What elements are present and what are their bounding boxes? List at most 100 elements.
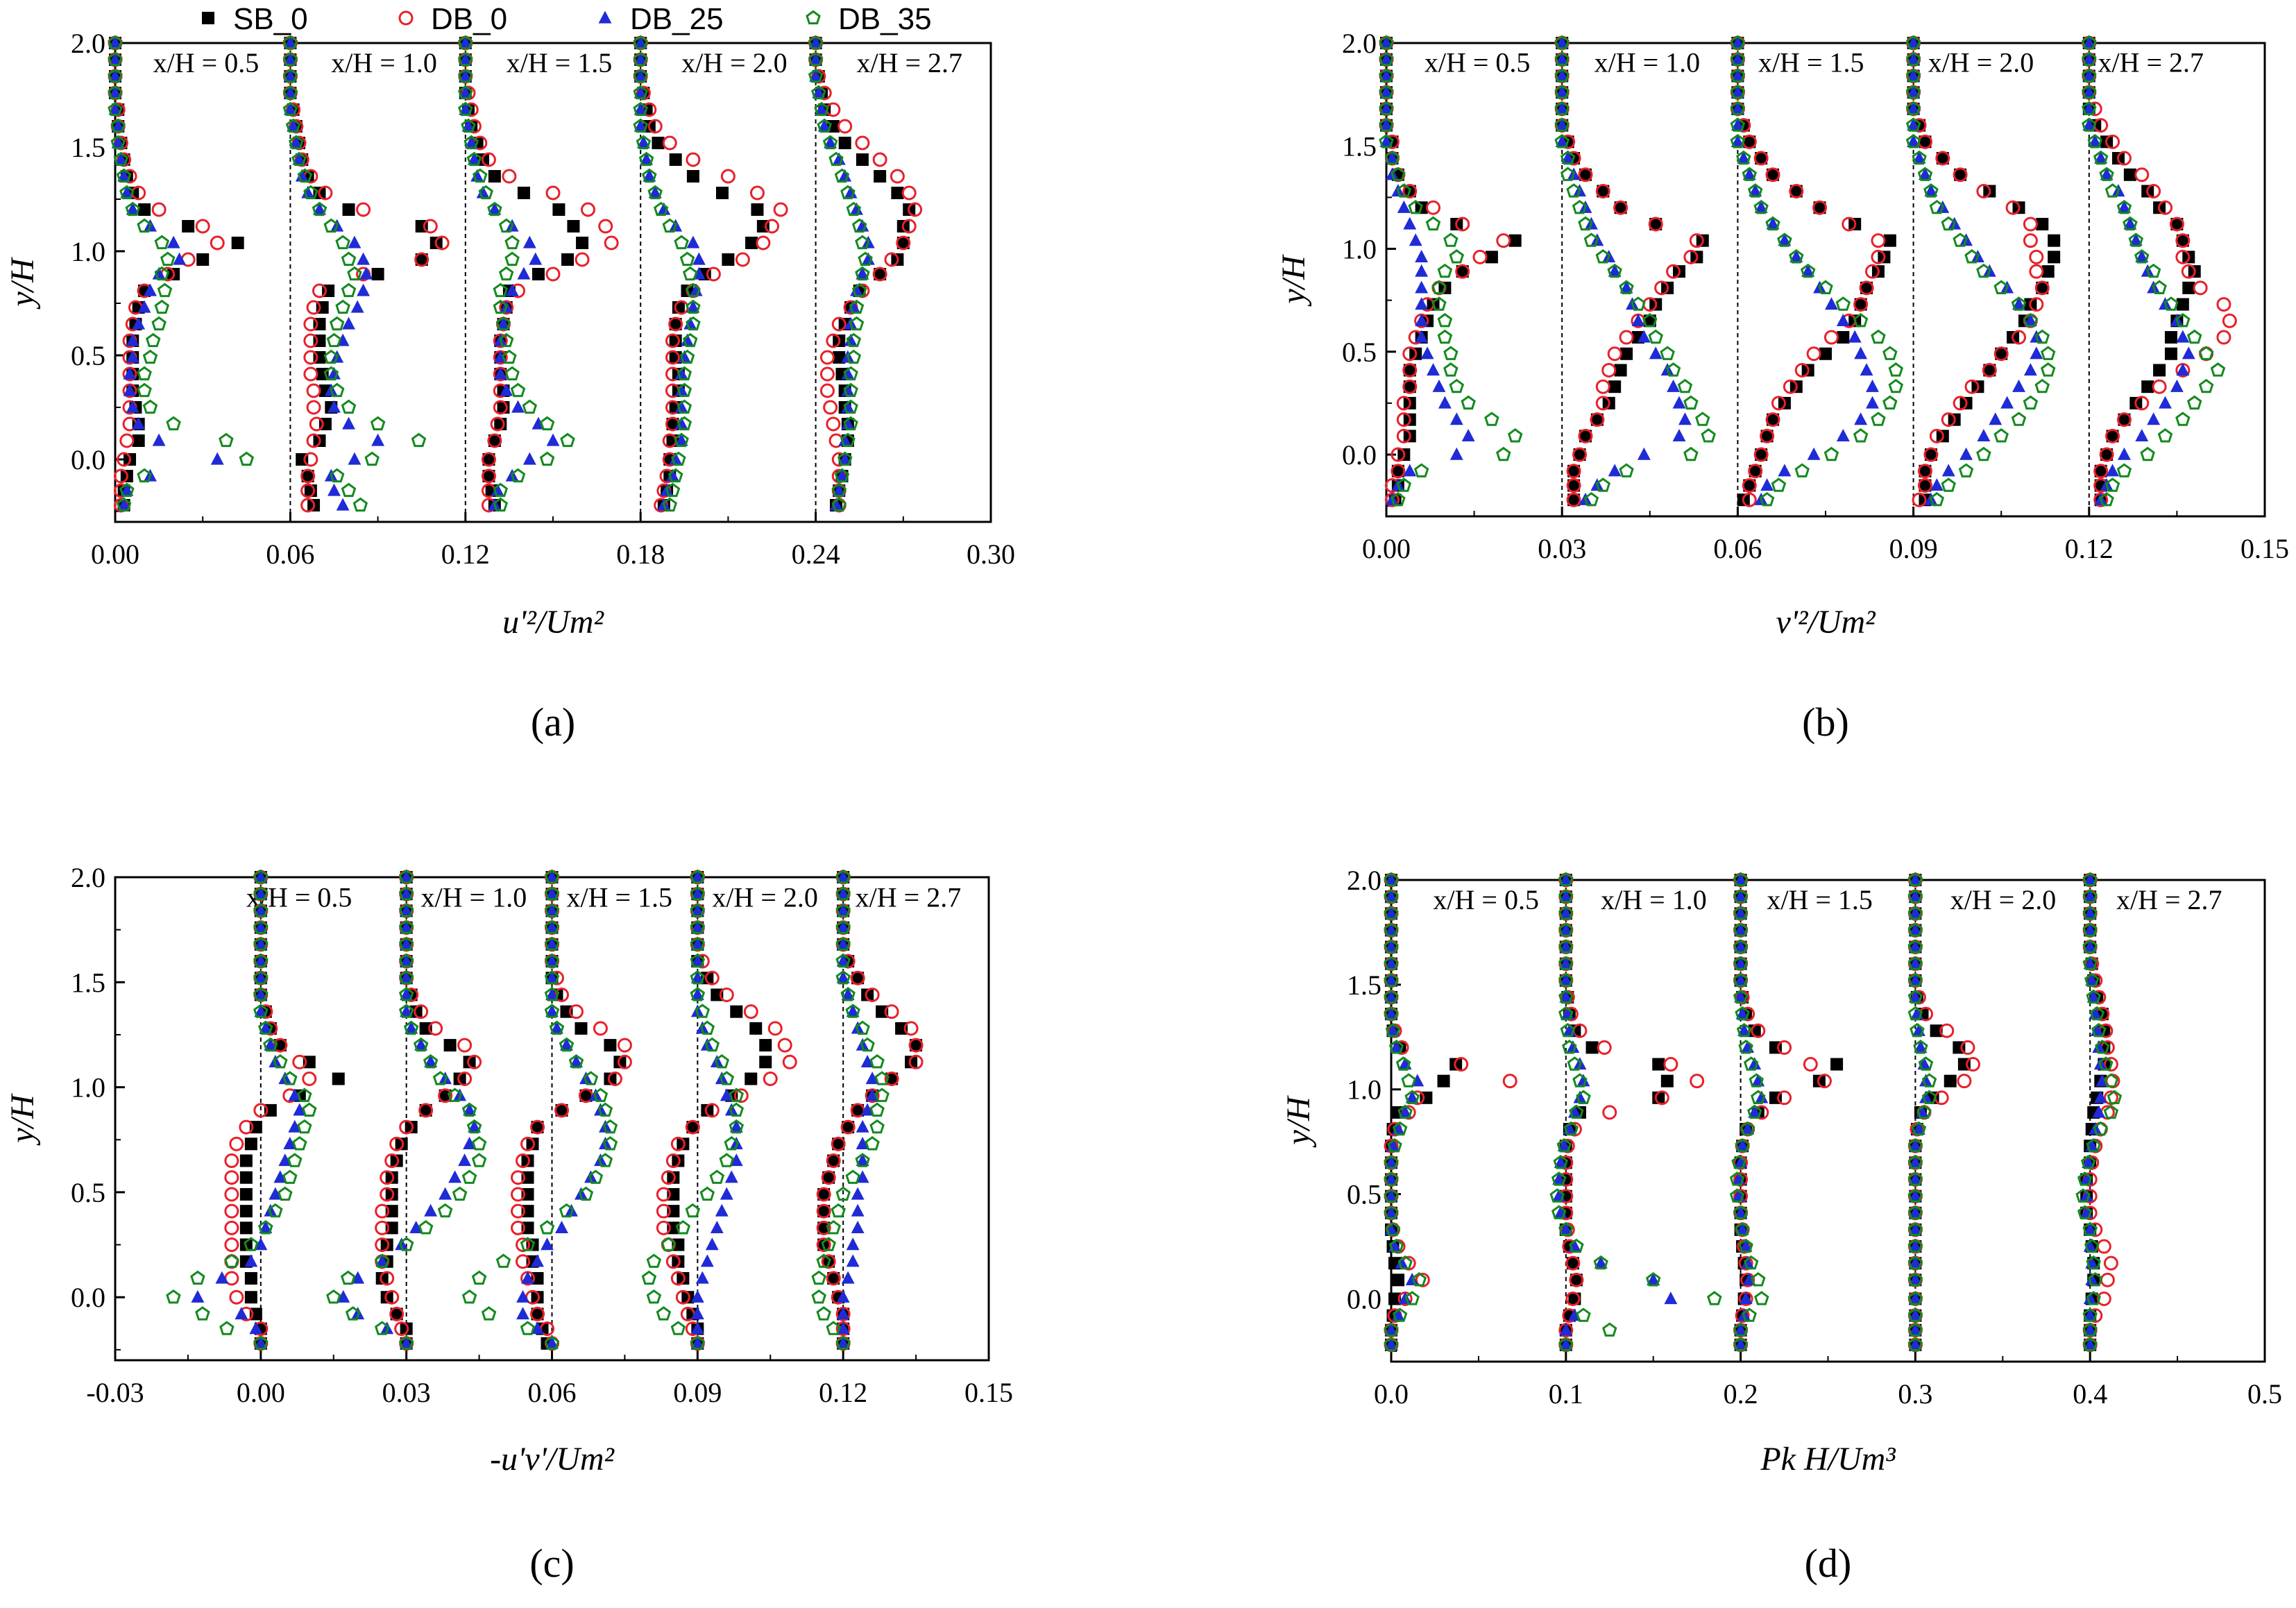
- marker-db_0: [389, 1136, 405, 1151]
- marker-db_35: [2040, 346, 2056, 360]
- marker-db_25: [2117, 447, 2131, 460]
- marker-db_35: [1660, 346, 1675, 360]
- marker-sb_0: [1919, 479, 1932, 492]
- marker-db_25: [729, 1153, 743, 1167]
- marker-db_25: [1384, 1323, 1398, 1336]
- marker-sb_0: [905, 1056, 918, 1069]
- y-tick-label: 0.0: [71, 444, 105, 475]
- marker-db_35: [370, 416, 386, 431]
- marker-db_25: [301, 185, 315, 198]
- marker-db_25: [1908, 990, 1922, 1003]
- marker-db_35: [2152, 280, 2167, 294]
- marker-db_35: [447, 1087, 463, 1102]
- marker-db_35: [1905, 51, 1921, 66]
- marker-db_0: [545, 266, 561, 282]
- marker-db_25: [809, 69, 823, 82]
- marker-db_0: [312, 283, 327, 298]
- marker-db_35: [1404, 1291, 1420, 1305]
- marker-db_0: [1748, 464, 1763, 479]
- marker-db_25: [529, 252, 543, 265]
- marker-db_35: [653, 201, 669, 217]
- marker-db_25: [815, 102, 828, 115]
- marker-db_35: [116, 497, 132, 512]
- marker-db_0: [1965, 1057, 1980, 1072]
- marker-db_25: [545, 920, 559, 933]
- marker-db_25: [844, 185, 858, 198]
- marker-db_35: [1379, 51, 1394, 66]
- marker-db_35: [1384, 1188, 1399, 1203]
- marker-db_25: [123, 366, 137, 380]
- marker-db_0: [306, 433, 321, 448]
- marker-db_0: [2222, 313, 2237, 328]
- marker-db_35: [1648, 329, 1663, 344]
- marker-db_35: [2175, 313, 2191, 328]
- marker-db_0: [1578, 428, 1593, 443]
- marker-db_35: [1554, 84, 1570, 99]
- marker-db_35: [157, 282, 173, 298]
- marker-db_35: [1449, 378, 1465, 393]
- marker-db_25: [476, 185, 490, 198]
- marker-db_25: [254, 970, 268, 983]
- marker-db_0: [668, 316, 683, 332]
- marker-db_35: [840, 185, 856, 200]
- marker-db_35: [323, 349, 339, 364]
- marker-db_35: [1910, 1022, 1925, 1038]
- marker-db_25: [720, 1187, 733, 1200]
- marker-db_25: [720, 1088, 733, 1101]
- marker-db_35: [413, 1037, 429, 1052]
- marker-db_35: [2145, 263, 2161, 278]
- marker-db_25: [705, 1237, 719, 1251]
- marker-db_0: [303, 333, 318, 348]
- marker-sb_0: [1590, 413, 1604, 426]
- marker-db_35: [323, 366, 339, 381]
- marker-db_35: [1888, 362, 1904, 377]
- marker-db_0: [438, 1088, 453, 1103]
- marker-db_25: [674, 433, 688, 446]
- marker-db_35: [1384, 1155, 1399, 1169]
- marker-db_25: [1415, 264, 1429, 277]
- marker-sb_0: [2176, 298, 2189, 311]
- marker-db_25: [521, 1271, 534, 1284]
- marker-db_0: [1663, 1057, 1678, 1072]
- marker-db_25: [2083, 872, 2097, 886]
- marker-db_0: [224, 1220, 239, 1235]
- marker-db_35: [1742, 1307, 1757, 1322]
- marker-sb_0: [604, 1039, 617, 1052]
- marker-db_0: [821, 1254, 836, 1269]
- marker-sb_0: [244, 1271, 257, 1285]
- marker-db_35: [108, 35, 123, 50]
- marker-db_35: [2099, 167, 2114, 181]
- marker-db_35: [1907, 989, 1923, 1004]
- marker-db_35: [544, 886, 560, 901]
- marker-db_25: [851, 1203, 865, 1217]
- marker-sb_0: [669, 153, 682, 166]
- marker-sb_0: [1930, 1024, 1943, 1038]
- marker-sb_0: [521, 1187, 534, 1201]
- marker-db_25: [2147, 412, 2161, 425]
- marker-db_0: [1648, 217, 1663, 232]
- marker-db_35: [1907, 1188, 1923, 1203]
- marker-db_25: [461, 119, 475, 132]
- marker-db_0: [670, 1271, 686, 1286]
- marker-db_25: [126, 350, 139, 363]
- marker-db_0: [1771, 396, 1786, 411]
- marker-sb_0: [1830, 1058, 1844, 1071]
- marker-db_25: [570, 1054, 583, 1067]
- marker-db_35: [253, 987, 269, 1001]
- marker-sb_0: [1755, 152, 1768, 165]
- marker-db_35: [2082, 905, 2098, 920]
- marker-db_25: [1801, 264, 1815, 277]
- marker-db_35: [335, 235, 350, 250]
- marker-db_0: [575, 252, 590, 267]
- marker-db_35: [292, 1136, 307, 1151]
- marker-db_25: [640, 152, 654, 165]
- marker-db_35: [1835, 296, 1851, 311]
- marker-db_25: [545, 886, 559, 899]
- marker-db_25: [1409, 233, 1422, 246]
- marker-db_35: [219, 1321, 235, 1335]
- marker-db_25: [2082, 1155, 2095, 1168]
- marker-db_0: [1402, 346, 1418, 362]
- marker-sb_0: [463, 1056, 476, 1069]
- marker-db_35: [1765, 216, 1780, 231]
- marker-db_35: [145, 332, 161, 348]
